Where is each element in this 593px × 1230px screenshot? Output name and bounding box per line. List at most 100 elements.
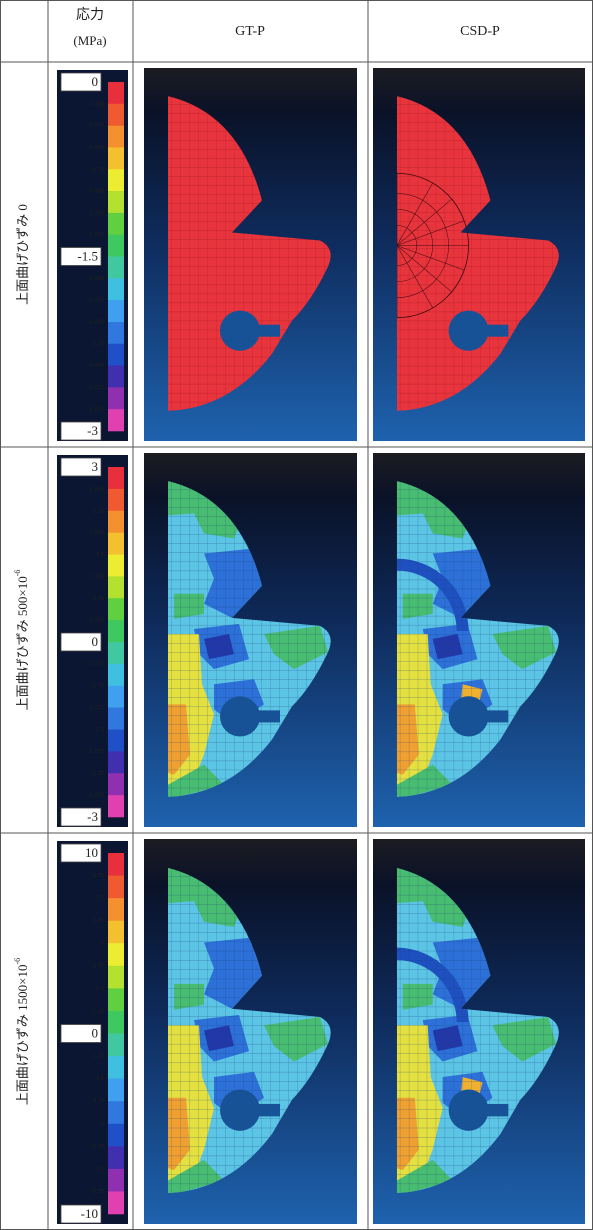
slot [240, 1104, 280, 1116]
slot [240, 710, 280, 722]
column-header: CSD-P [460, 24, 500, 39]
scale-tick-label: -0.188 [88, 101, 104, 107]
colorbar-band [108, 730, 124, 752]
scale-label: 0 [92, 1025, 99, 1040]
colorbar-band [108, 1169, 124, 1192]
scale-tick-label: 7.5 [96, 896, 104, 902]
colorbar-band [108, 1146, 124, 1169]
slot [240, 325, 280, 337]
colorbar-band [108, 278, 124, 300]
scale-tick-label: -0.938 [88, 189, 104, 195]
colorbar-band [108, 795, 124, 817]
row-label-text: 上面曲げひずみ 500×10 [15, 576, 30, 710]
scale-label: 3 [92, 459, 99, 474]
scale-tick-label: -0.563 [88, 145, 104, 151]
scale-tick-label: -0.75 [91, 167, 104, 173]
row-label-exponent: -6 [13, 958, 22, 965]
fem-panel [144, 453, 357, 827]
scale-tick-label: -2.438 [88, 363, 104, 369]
colorbar-band [108, 387, 124, 409]
colorbar-band [108, 751, 124, 773]
slot [469, 710, 509, 722]
colorbar-band [108, 1101, 124, 1124]
scale-tick-label: -8.75 [91, 1189, 104, 1195]
scale-tick-label: -1.875 [88, 298, 104, 304]
colorbar-band [108, 409, 124, 431]
scale-tick-label: -2.5 [94, 1076, 104, 1082]
colorbar-band [108, 555, 124, 577]
scale-tick-label: -1.125 [88, 705, 104, 711]
colorbar-band [108, 576, 124, 598]
colorbar-band [108, 366, 124, 388]
colorbar-band [108, 511, 124, 533]
colorbar-band [108, 1079, 124, 1102]
scale-tick-label: -1.688 [88, 276, 104, 282]
header-stress: 応力 [76, 7, 104, 23]
colorbar-band [108, 988, 124, 1011]
scale-tick-label: -1.25 [91, 1054, 104, 1060]
scale-tick-label: 3.75 [93, 963, 104, 969]
scale-tick-label: -5 [99, 1121, 104, 1127]
row-label: 上面曲げひずみ 500×10-6 [13, 570, 30, 711]
colorbar-band [108, 344, 124, 366]
colorbar-band [108, 708, 124, 730]
scale-tick-label: -2.813 [88, 407, 104, 413]
row-label-exponent: -6 [13, 570, 22, 577]
colorbar-band [108, 1034, 124, 1057]
colorbar-band [108, 598, 124, 620]
row-label: 上面曲げひずみ 1500×10-6 [13, 958, 30, 1105]
colorbar-band [108, 147, 124, 169]
scale-label: 0 [92, 634, 99, 649]
scale-tick-label: 0.75 [93, 596, 104, 602]
colorbar-band [108, 1011, 124, 1034]
scale-label: 10 [85, 845, 98, 860]
scale-tick-label: -0.75 [91, 683, 104, 689]
colorbar-band [108, 686, 124, 708]
scale-tick-label: -2.625 [88, 793, 104, 799]
scale-tick-label: 1.25 [93, 1008, 104, 1014]
colorbar-band [108, 533, 124, 555]
scale-tick-label: -7.5 [94, 1166, 104, 1172]
scale-tick-label: -1.125 [88, 210, 104, 216]
scale-tick-label: 0.375 [90, 618, 104, 624]
fem-panel [144, 839, 357, 1224]
stress-table: 応力 (MPa) GT-P CSD-P 上面曲げひずみ 0 0 -0.188 -0.3… [0, 0, 593, 1230]
colorbar-band [108, 322, 124, 344]
scale-label: 0 [92, 74, 99, 89]
scale-tick-label: 2.5 [96, 986, 104, 992]
slot [469, 325, 509, 337]
fem-panel [373, 68, 585, 441]
row-label-text: 上面曲げひずみ 1500×10 [15, 965, 30, 1106]
scale-tick-label: 2.625 [90, 486, 104, 492]
header-unit: (MPa) [73, 33, 106, 48]
colorbar-band [108, 235, 124, 257]
scale-tick-label: -1.5 [94, 727, 104, 733]
scale-tick-label: -2.25 [91, 341, 104, 347]
scale-tick-label: 1.125 [90, 574, 104, 580]
scale-label: -10 [81, 1206, 98, 1221]
scale-tick-label: 5 [101, 941, 104, 947]
colorbar-band [108, 126, 124, 148]
colorbar-band [108, 191, 124, 213]
scale-tick-label: -0.375 [88, 123, 104, 129]
scale-tick-label: -2.625 [88, 385, 104, 391]
fem-panel [373, 453, 585, 827]
colorbar-band [108, 966, 124, 989]
colorbar-band [108, 921, 124, 944]
colorbar-band [108, 898, 124, 921]
fem-panel [144, 68, 357, 441]
slot [469, 1104, 509, 1116]
scale-tick-label: -2.063 [88, 319, 104, 325]
fem-panel [373, 839, 585, 1224]
scale-label: -1.5 [77, 248, 98, 263]
colorbar-band [108, 773, 124, 795]
colorbar-band [108, 1056, 124, 1079]
colorbar-band [108, 213, 124, 235]
scale-tick-label: -6.25 [91, 1144, 104, 1150]
colorbar-band [108, 943, 124, 966]
column-header: GT-P [235, 24, 265, 39]
colorbar-band [108, 1191, 124, 1214]
colorbar-band [108, 104, 124, 126]
colorbar-band [108, 620, 124, 642]
row-label: 上面曲げひずみ 0 [15, 204, 30, 305]
